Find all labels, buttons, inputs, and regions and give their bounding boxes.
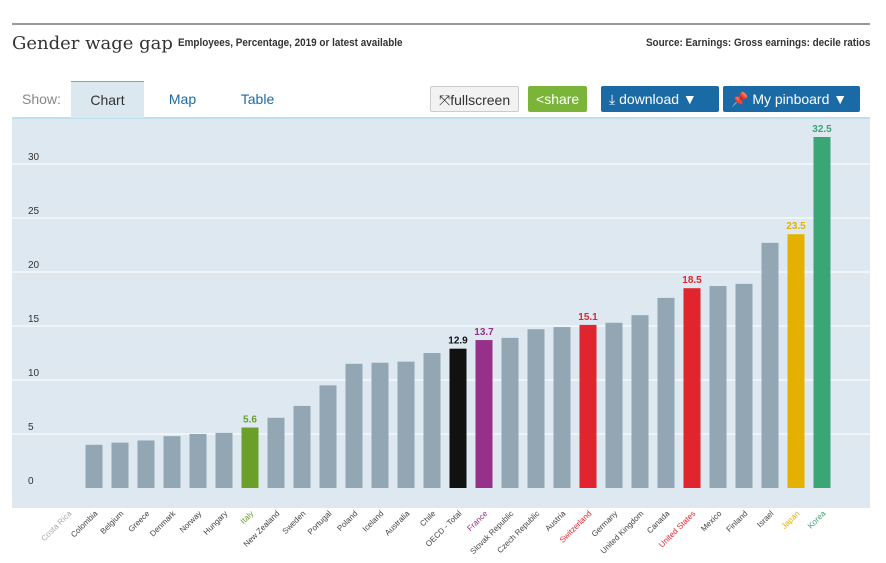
bar xyxy=(137,440,155,488)
x-tick-label: Greece xyxy=(126,509,151,534)
bar xyxy=(709,286,727,488)
bar xyxy=(475,340,493,488)
bar xyxy=(553,327,571,488)
x-tick-label: Denmark xyxy=(148,508,178,538)
y-tick-label: 10 xyxy=(28,368,40,379)
fullscreen-icon: ⤧ xyxy=(439,92,451,108)
data-label: 18.5 xyxy=(682,275,702,286)
x-tick-label: Israel xyxy=(755,509,775,529)
bar xyxy=(813,137,831,488)
bar xyxy=(293,405,311,488)
source-link[interactable]: Source: Earnings: Gross earnings: decile… xyxy=(645,37,870,49)
data-label: 32.5 xyxy=(812,124,832,135)
x-tick-label: Costa Rica xyxy=(39,509,73,543)
x-tick-label: Sweden xyxy=(281,509,308,536)
x-tick-label: Austria xyxy=(543,509,567,533)
tab-table[interactable]: Table xyxy=(240,91,275,107)
data-label: 13.7 xyxy=(474,327,494,338)
x-tick-label: Finland xyxy=(724,509,749,534)
tab-chart[interactable]: Chart xyxy=(71,81,144,118)
x-tick-label: Mexico xyxy=(699,509,724,534)
bar xyxy=(189,434,207,488)
tab-map[interactable]: Map xyxy=(168,91,197,107)
y-tick-label: 15 xyxy=(28,314,40,325)
bar xyxy=(241,427,259,488)
x-tick-label: Australia xyxy=(383,509,412,538)
y-tick-label: 5 xyxy=(28,422,34,433)
toolbar: Show: Chart Map Table ⤧fullscreen <share… xyxy=(12,81,870,119)
y-tick-label: 30 xyxy=(28,152,40,163)
x-tick-label: Hungary xyxy=(202,509,230,537)
bar xyxy=(267,417,285,488)
top-rule xyxy=(12,23,870,25)
download-icon: ⤓ xyxy=(609,91,620,107)
bar xyxy=(397,361,415,488)
pinboard-button[interactable]: 📌 My pinboard ▼ xyxy=(723,86,860,112)
data-label: 5.6 xyxy=(243,415,257,426)
share-button[interactable]: <share xyxy=(528,86,588,112)
y-tick-label: 25 xyxy=(28,206,40,217)
pin-icon: 📌 xyxy=(731,91,753,107)
subtitle: Employees, Percentage, 2019 or latest av… xyxy=(178,37,403,49)
x-tick-label: Chile xyxy=(418,509,438,529)
bar xyxy=(527,329,545,488)
x-tick-label: Belgium xyxy=(99,509,126,536)
bar xyxy=(761,242,779,488)
fullscreen-button[interactable]: ⤧fullscreen xyxy=(430,86,520,112)
x-tick-label: Norway xyxy=(178,509,204,535)
bar xyxy=(423,353,441,488)
x-tick-label: Colombia xyxy=(69,509,100,540)
page-title: Gender wage gap xyxy=(12,33,173,54)
bar xyxy=(501,337,519,488)
x-tick-label: Italy xyxy=(239,509,256,526)
bar xyxy=(215,432,233,488)
bar xyxy=(787,234,805,488)
bar xyxy=(345,363,363,488)
data-label: 12.9 xyxy=(448,336,468,347)
x-tick-label: Iceland xyxy=(361,509,386,534)
bar xyxy=(163,436,181,488)
bar xyxy=(579,324,597,488)
x-tick-label: France xyxy=(465,509,489,533)
bar xyxy=(111,442,129,488)
bar xyxy=(319,385,337,488)
y-tick-label: 0 xyxy=(28,476,34,487)
bar xyxy=(657,297,675,488)
y-tick-label: 20 xyxy=(28,260,40,271)
bar xyxy=(371,362,389,488)
bar xyxy=(735,283,753,488)
share-icon: < xyxy=(536,91,545,107)
bar xyxy=(605,322,623,488)
x-tick-label: Portugal xyxy=(306,509,334,537)
bar xyxy=(631,315,649,488)
x-tick-label: Japan xyxy=(780,509,802,531)
x-tick-label: Korea xyxy=(806,509,828,531)
data-label: 23.5 xyxy=(786,221,806,232)
bar xyxy=(449,348,467,488)
download-button[interactable]: ⤓ download ▼ xyxy=(601,86,719,112)
bar xyxy=(85,444,103,488)
show-label: Show: xyxy=(22,91,61,107)
plot-area xyxy=(12,119,870,508)
x-tick-label: Poland xyxy=(335,509,359,533)
bar xyxy=(683,288,701,488)
data-label: 15.1 xyxy=(578,312,598,323)
